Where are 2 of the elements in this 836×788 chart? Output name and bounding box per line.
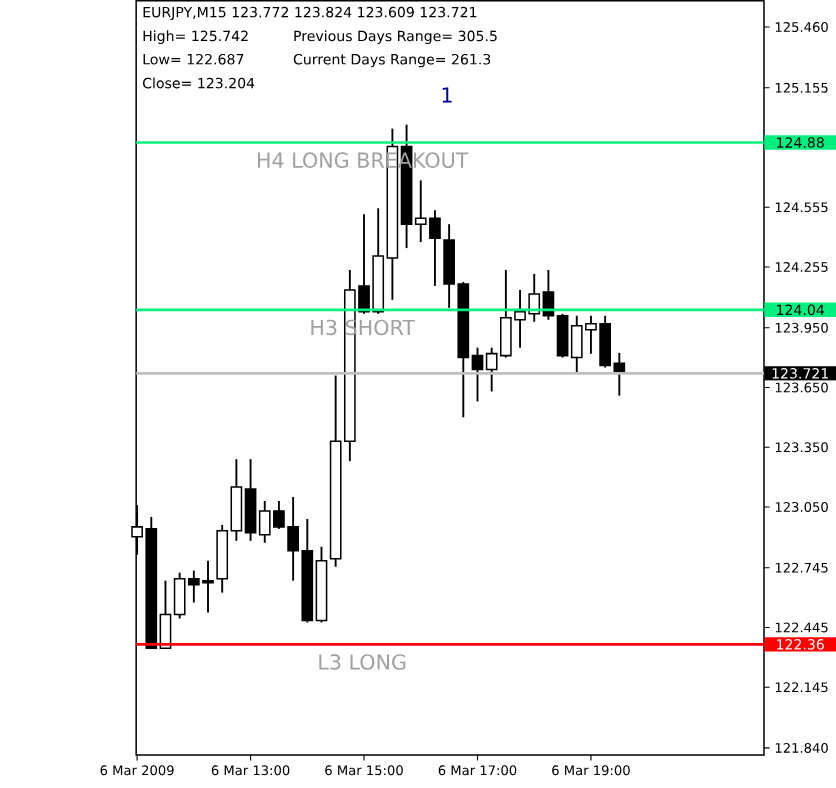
ref-line-label: L3 LONG <box>319 653 406 670</box>
annotation: 1 <box>442 87 452 103</box>
